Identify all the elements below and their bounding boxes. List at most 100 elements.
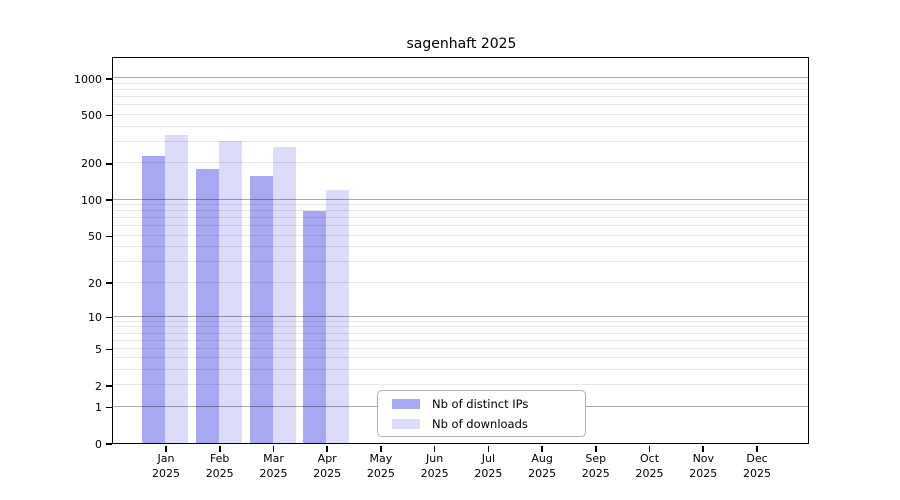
bar-distinct-ips [249, 175, 273, 444]
x-tick-label: Jun 2025 [405, 452, 465, 481]
x-tick-mark [541, 445, 543, 452]
gridline-major [113, 77, 809, 79]
x-tick-month: May [369, 452, 393, 465]
y-tick-mark [106, 199, 112, 202]
x-tick-label: Jul 2025 [458, 452, 518, 481]
y-tick-mark [106, 282, 112, 285]
x-tick-label: Jan 2025 [136, 452, 196, 481]
x-tick-mark [595, 445, 597, 452]
x-tick-mark [218, 445, 221, 452]
y-tick-label: 1 [95, 400, 102, 414]
x-tick-month: Mar [263, 452, 284, 465]
y-tick-label: 200 [81, 157, 102, 171]
x-tick-label: Apr 2025 [297, 452, 357, 481]
x-tick-mark [433, 445, 436, 452]
x-tick-month: Apr [317, 452, 337, 465]
y-tick-label: 2 [95, 379, 102, 393]
x-tick-month: Oct [639, 452, 660, 465]
y-tick-label: 0 [95, 437, 102, 451]
gridline-minor [113, 217, 809, 219]
x-tick-year: 2025 [743, 466, 771, 480]
x-tick-label: Nov 2025 [673, 452, 733, 481]
x-tick-month: Jan [157, 452, 175, 465]
gridline-major [113, 198, 809, 200]
gridline-minor [113, 96, 809, 98]
legend-swatch-downloads [392, 418, 420, 429]
y-tick-label: 50 [88, 229, 102, 243]
x-tick-year: 2025 [581, 466, 610, 480]
bar-distinct-ips [196, 168, 220, 444]
gridline-minor [113, 326, 809, 328]
x-tick-year: 2025 [313, 466, 342, 480]
legend-item-downloads: Nb of downloads [386, 415, 577, 432]
gridline-minor [113, 246, 809, 248]
y-tick-mark [106, 406, 112, 409]
legend-item-distinct-ips: Nb of distinct IPs [386, 395, 577, 412]
legend-label: Nb of distinct IPs [432, 396, 529, 411]
x-tick-mark [380, 445, 382, 452]
bar-distinct-ips [142, 156, 166, 444]
gridline-minor [113, 261, 809, 262]
gridline-minor [113, 104, 809, 106]
x-tick-month: Dec [746, 452, 768, 465]
x-tick-month: Jul [481, 452, 496, 465]
x-tick-month: Sep [585, 452, 607, 465]
x-tick-month: Aug [531, 452, 553, 465]
gridline-minor [113, 347, 809, 349]
gridline-minor [113, 114, 809, 115]
plot-area [112, 57, 810, 445]
x-tick-year: 2025 [689, 466, 718, 480]
y-tick-label: 10 [88, 310, 102, 324]
chart-title: sagenhaft 2025 [406, 36, 517, 52]
gridline-minor [113, 225, 809, 227]
gridline-minor [113, 332, 809, 334]
gridline-minor [113, 384, 809, 386]
y-tick-mark [106, 235, 112, 238]
x-tick-label: Aug 2025 [512, 452, 572, 481]
gridline-minor [113, 339, 809, 341]
legend-label: Nb of downloads [432, 416, 528, 431]
x-tick-label: Feb 2025 [190, 452, 250, 481]
x-tick-label: Dec 2025 [727, 452, 787, 481]
x-tick-year: 2025 [205, 466, 234, 480]
bar-downloads [219, 140, 243, 444]
x-tick-mark [702, 445, 705, 452]
y-tick-mark [106, 385, 112, 387]
y-tick-label: 1000 [74, 72, 102, 86]
bar-downloads [165, 134, 189, 444]
gridline-major [113, 315, 809, 317]
y-tick-mark [106, 114, 112, 117]
x-tick-mark [756, 445, 758, 452]
gridline-minor [113, 204, 809, 206]
gridline-minor [113, 162, 809, 164]
x-tick-label: Oct 2025 [620, 452, 680, 481]
gridline-minor [113, 210, 809, 212]
y-tick-mark [106, 316, 112, 319]
gridline-minor [113, 125, 809, 127]
y-tick-mark [106, 78, 112, 80]
x-tick-label: Mar 2025 [244, 452, 304, 481]
gridline-minor [113, 369, 809, 371]
x-tick-label: May 2025 [351, 452, 411, 481]
x-tick-year: 2025 [635, 466, 664, 480]
y-tick-label: 500 [81, 109, 102, 123]
gridline-minor [113, 140, 809, 142]
x-tick-year: 2025 [152, 466, 180, 480]
gridline-minor [113, 281, 809, 283]
x-tick-month: Feb [209, 452, 230, 465]
y-tick-label: 5 [95, 342, 102, 356]
x-tick-month: Nov [692, 452, 715, 465]
x-tick-month: Jun [426, 452, 444, 465]
x-tick-year: 2025 [259, 466, 288, 480]
gridline-minor [113, 320, 809, 322]
x-tick-year: 2025 [528, 466, 557, 480]
gridline-minor [113, 234, 809, 236]
gridline-minor [113, 83, 809, 84]
gridline-minor [113, 89, 809, 91]
x-tick-label: Sep 2025 [566, 452, 626, 481]
legend-swatch-distinct-ips [392, 398, 420, 409]
x-tick-mark [165, 445, 167, 452]
x-tick-year: 2025 [420, 466, 449, 480]
x-tick-mark [487, 445, 490, 452]
